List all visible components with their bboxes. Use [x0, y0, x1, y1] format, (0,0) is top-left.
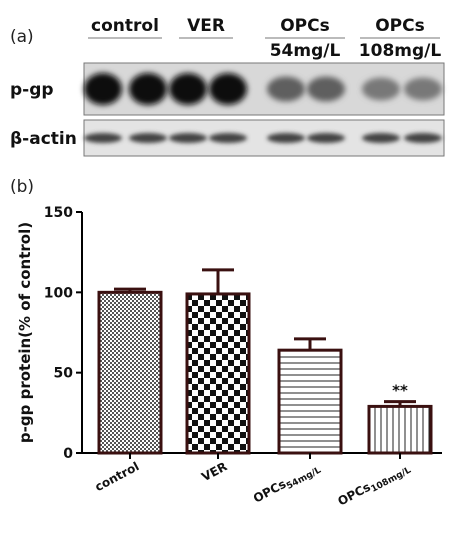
y-tick-label: 100	[44, 285, 73, 301]
blot-band	[84, 73, 122, 105]
blot-row-label: β-actin	[10, 129, 77, 149]
category-main: VER	[199, 459, 229, 484]
y-tick-label: 50	[54, 366, 74, 382]
group-label: VER	[187, 16, 225, 36]
blot-band	[209, 133, 247, 143]
western-blot: p-gp β-actin	[10, 62, 445, 157]
bar	[97, 290, 163, 455]
group-dose-label: 54mg/L	[270, 41, 341, 61]
group-label: OPCs	[375, 16, 425, 36]
group-label: OPCs	[280, 16, 330, 36]
panel-a-label: (a)	[10, 27, 34, 47]
category-main: control	[93, 459, 142, 494]
panel-b-label: (b)	[10, 177, 34, 197]
blot-band	[404, 77, 442, 101]
bar	[277, 348, 343, 455]
x-category-label: control	[93, 459, 142, 494]
category-subscript: 108mg/L	[370, 465, 413, 494]
blot-band	[209, 73, 247, 105]
group-dose-label: 108mg/L	[359, 41, 442, 61]
bar	[367, 404, 433, 455]
blot-band	[169, 73, 207, 105]
category-main: OPCs	[251, 477, 288, 506]
group-headers: control VER OPCs 54mg/L OPCs 108mg/L	[88, 16, 441, 61]
x-category-label: VER	[199, 459, 229, 484]
blot-band	[404, 133, 442, 143]
blot-band	[307, 133, 345, 143]
group-label: control	[91, 16, 159, 36]
blot-band	[307, 76, 345, 102]
x-category-label: OPCs54mg/L	[251, 459, 323, 508]
significance-marker: **	[392, 382, 408, 400]
y-tick-label: 150	[44, 205, 73, 221]
y-axis-label: p-gp protein(% of control)	[16, 222, 34, 443]
blot-row-label: p-gp	[10, 80, 54, 100]
bar	[185, 292, 251, 455]
bar-chart: 0 50 100 150 p-gp protein(% of control) contr…	[16, 205, 442, 511]
category-main: OPCs	[335, 480, 372, 509]
category-subscript: 54mg/L	[285, 465, 323, 491]
blot-band	[267, 76, 305, 102]
blot-band	[169, 133, 207, 143]
blot-band	[129, 133, 167, 143]
blot-band	[362, 133, 400, 143]
blot-band	[129, 73, 167, 105]
x-category-label: OPCs108mg/L	[335, 459, 413, 511]
blot-band	[362, 77, 400, 101]
y-tick-label: 0	[63, 446, 73, 462]
blot-band	[267, 133, 305, 143]
blot-band	[84, 133, 122, 143]
